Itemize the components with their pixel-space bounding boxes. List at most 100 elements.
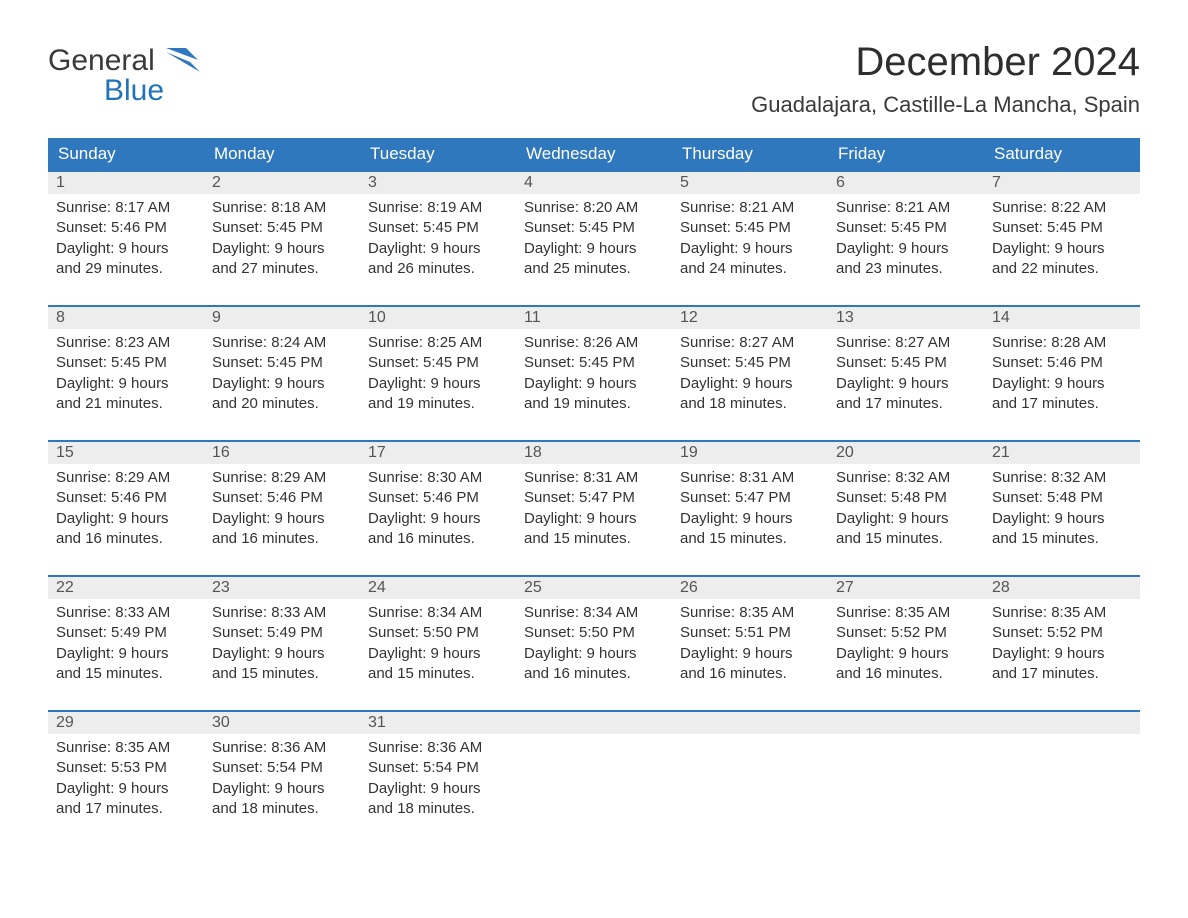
sunrise-line: Sunrise: 8:33 AM [212, 603, 352, 623]
sunrise-line: Sunrise: 8:19 AM [368, 198, 508, 218]
weekday-header: Thursday [672, 138, 828, 171]
day-number: 23 [204, 577, 360, 599]
sunset-line: Sunset: 5:51 PM [680, 623, 820, 643]
day-details: Sunrise: 8:32 AMSunset: 5:48 PMDaylight:… [984, 464, 1140, 549]
day-number: 1 [48, 172, 204, 194]
day-number: 25 [516, 577, 672, 599]
day-number: 11 [516, 307, 672, 329]
day-details: Sunrise: 8:33 AMSunset: 5:49 PMDaylight:… [48, 599, 204, 684]
day-details: Sunrise: 8:26 AMSunset: 5:45 PMDaylight:… [516, 329, 672, 414]
calendar-day-cell: 12Sunrise: 8:27 AMSunset: 5:45 PMDayligh… [672, 306, 828, 441]
day-details: Sunrise: 8:19 AMSunset: 5:45 PMDaylight:… [360, 194, 516, 279]
daylight-line: Daylight: 9 hours and 15 minutes. [212, 644, 352, 685]
sunset-line: Sunset: 5:46 PM [212, 488, 352, 508]
calendar-day-cell [516, 711, 672, 845]
day-number-empty [672, 712, 828, 734]
sunrise-line: Sunrise: 8:29 AM [56, 468, 196, 488]
daylight-line: Daylight: 9 hours and 26 minutes. [368, 239, 508, 280]
daylight-line: Daylight: 9 hours and 21 minutes. [56, 374, 196, 415]
sunrise-line: Sunrise: 8:35 AM [836, 603, 976, 623]
sunrise-line: Sunrise: 8:22 AM [992, 198, 1132, 218]
day-number: 18 [516, 442, 672, 464]
daylight-line: Daylight: 9 hours and 18 minutes. [212, 779, 352, 820]
sunrise-line: Sunrise: 8:31 AM [680, 468, 820, 488]
calendar-week-row: 1Sunrise: 8:17 AMSunset: 5:46 PMDaylight… [48, 171, 1140, 306]
day-number: 28 [984, 577, 1140, 599]
day-details: Sunrise: 8:36 AMSunset: 5:54 PMDaylight:… [204, 734, 360, 819]
sunset-line: Sunset: 5:45 PM [524, 218, 664, 238]
day-number: 27 [828, 577, 984, 599]
sunrise-line: Sunrise: 8:36 AM [212, 738, 352, 758]
day-details: Sunrise: 8:32 AMSunset: 5:48 PMDaylight:… [828, 464, 984, 549]
day-details: Sunrise: 8:31 AMSunset: 5:47 PMDaylight:… [516, 464, 672, 549]
sunrise-line: Sunrise: 8:23 AM [56, 333, 196, 353]
day-number: 30 [204, 712, 360, 734]
day-details: Sunrise: 8:30 AMSunset: 5:46 PMDaylight:… [360, 464, 516, 549]
day-number: 17 [360, 442, 516, 464]
sunset-line: Sunset: 5:53 PM [56, 758, 196, 778]
sunset-line: Sunset: 5:46 PM [368, 488, 508, 508]
calendar-day-cell [672, 711, 828, 845]
sunset-line: Sunset: 5:54 PM [368, 758, 508, 778]
daylight-line: Daylight: 9 hours and 15 minutes. [524, 509, 664, 550]
calendar-day-cell: 30Sunrise: 8:36 AMSunset: 5:54 PMDayligh… [204, 711, 360, 845]
calendar-day-cell: 20Sunrise: 8:32 AMSunset: 5:48 PMDayligh… [828, 441, 984, 576]
calendar-day-cell: 14Sunrise: 8:28 AMSunset: 5:46 PMDayligh… [984, 306, 1140, 441]
day-number: 24 [360, 577, 516, 599]
daylight-line: Daylight: 9 hours and 15 minutes. [992, 509, 1132, 550]
sunrise-line: Sunrise: 8:34 AM [524, 603, 664, 623]
daylight-line: Daylight: 9 hours and 16 minutes. [680, 644, 820, 685]
daylight-line: Daylight: 9 hours and 15 minutes. [680, 509, 820, 550]
calendar-day-cell: 1Sunrise: 8:17 AMSunset: 5:46 PMDaylight… [48, 171, 204, 306]
weekday-header: Tuesday [360, 138, 516, 171]
logo-word2: Blue [48, 76, 164, 106]
daylight-line: Daylight: 9 hours and 15 minutes. [56, 644, 196, 685]
calendar-day-cell: 9Sunrise: 8:24 AMSunset: 5:45 PMDaylight… [204, 306, 360, 441]
calendar-day-cell: 6Sunrise: 8:21 AMSunset: 5:45 PMDaylight… [828, 171, 984, 306]
sunset-line: Sunset: 5:47 PM [524, 488, 664, 508]
daylight-line: Daylight: 9 hours and 16 minutes. [212, 509, 352, 550]
daylight-line: Daylight: 9 hours and 16 minutes. [56, 509, 196, 550]
sunset-line: Sunset: 5:45 PM [992, 218, 1132, 238]
calendar-day-cell [984, 711, 1140, 845]
sunset-line: Sunset: 5:46 PM [992, 353, 1132, 373]
day-details: Sunrise: 8:21 AMSunset: 5:45 PMDaylight:… [672, 194, 828, 279]
day-number: 7 [984, 172, 1140, 194]
sunset-line: Sunset: 5:52 PM [836, 623, 976, 643]
day-number: 12 [672, 307, 828, 329]
page-header: General Blue December 2024 Guadalajara, … [48, 40, 1140, 118]
day-number: 8 [48, 307, 204, 329]
calendar-day-cell: 17Sunrise: 8:30 AMSunset: 5:46 PMDayligh… [360, 441, 516, 576]
day-number-empty [984, 712, 1140, 734]
calendar-day-cell: 13Sunrise: 8:27 AMSunset: 5:45 PMDayligh… [828, 306, 984, 441]
weekday-header-row: Sunday Monday Tuesday Wednesday Thursday… [48, 138, 1140, 171]
daylight-line: Daylight: 9 hours and 29 minutes. [56, 239, 196, 280]
day-number: 2 [204, 172, 360, 194]
sunrise-line: Sunrise: 8:35 AM [680, 603, 820, 623]
sunset-line: Sunset: 5:45 PM [836, 218, 976, 238]
calendar-week-row: 15Sunrise: 8:29 AMSunset: 5:46 PMDayligh… [48, 441, 1140, 576]
weekday-header: Wednesday [516, 138, 672, 171]
sunset-line: Sunset: 5:49 PM [212, 623, 352, 643]
day-details: Sunrise: 8:28 AMSunset: 5:46 PMDaylight:… [984, 329, 1140, 414]
sunrise-line: Sunrise: 8:18 AM [212, 198, 352, 218]
sunrise-line: Sunrise: 8:26 AM [524, 333, 664, 353]
day-details: Sunrise: 8:33 AMSunset: 5:49 PMDaylight:… [204, 599, 360, 684]
calendar-day-cell: 19Sunrise: 8:31 AMSunset: 5:47 PMDayligh… [672, 441, 828, 576]
daylight-line: Daylight: 9 hours and 23 minutes. [836, 239, 976, 280]
calendar-day-cell: 16Sunrise: 8:29 AMSunset: 5:46 PMDayligh… [204, 441, 360, 576]
day-number: 22 [48, 577, 204, 599]
sunset-line: Sunset: 5:54 PM [212, 758, 352, 778]
sunset-line: Sunset: 5:45 PM [836, 353, 976, 373]
daylight-line: Daylight: 9 hours and 27 minutes. [212, 239, 352, 280]
daylight-line: Daylight: 9 hours and 22 minutes. [992, 239, 1132, 280]
calendar-day-cell: 22Sunrise: 8:33 AMSunset: 5:49 PMDayligh… [48, 576, 204, 711]
calendar-day-cell [828, 711, 984, 845]
sunset-line: Sunset: 5:49 PM [56, 623, 196, 643]
brand-logo: General Blue [48, 40, 164, 106]
day-details: Sunrise: 8:24 AMSunset: 5:45 PMDaylight:… [204, 329, 360, 414]
sunrise-line: Sunrise: 8:29 AM [212, 468, 352, 488]
calendar-week-row: 29Sunrise: 8:35 AMSunset: 5:53 PMDayligh… [48, 711, 1140, 845]
sunset-line: Sunset: 5:48 PM [836, 488, 976, 508]
calendar-day-cell: 10Sunrise: 8:25 AMSunset: 5:45 PMDayligh… [360, 306, 516, 441]
